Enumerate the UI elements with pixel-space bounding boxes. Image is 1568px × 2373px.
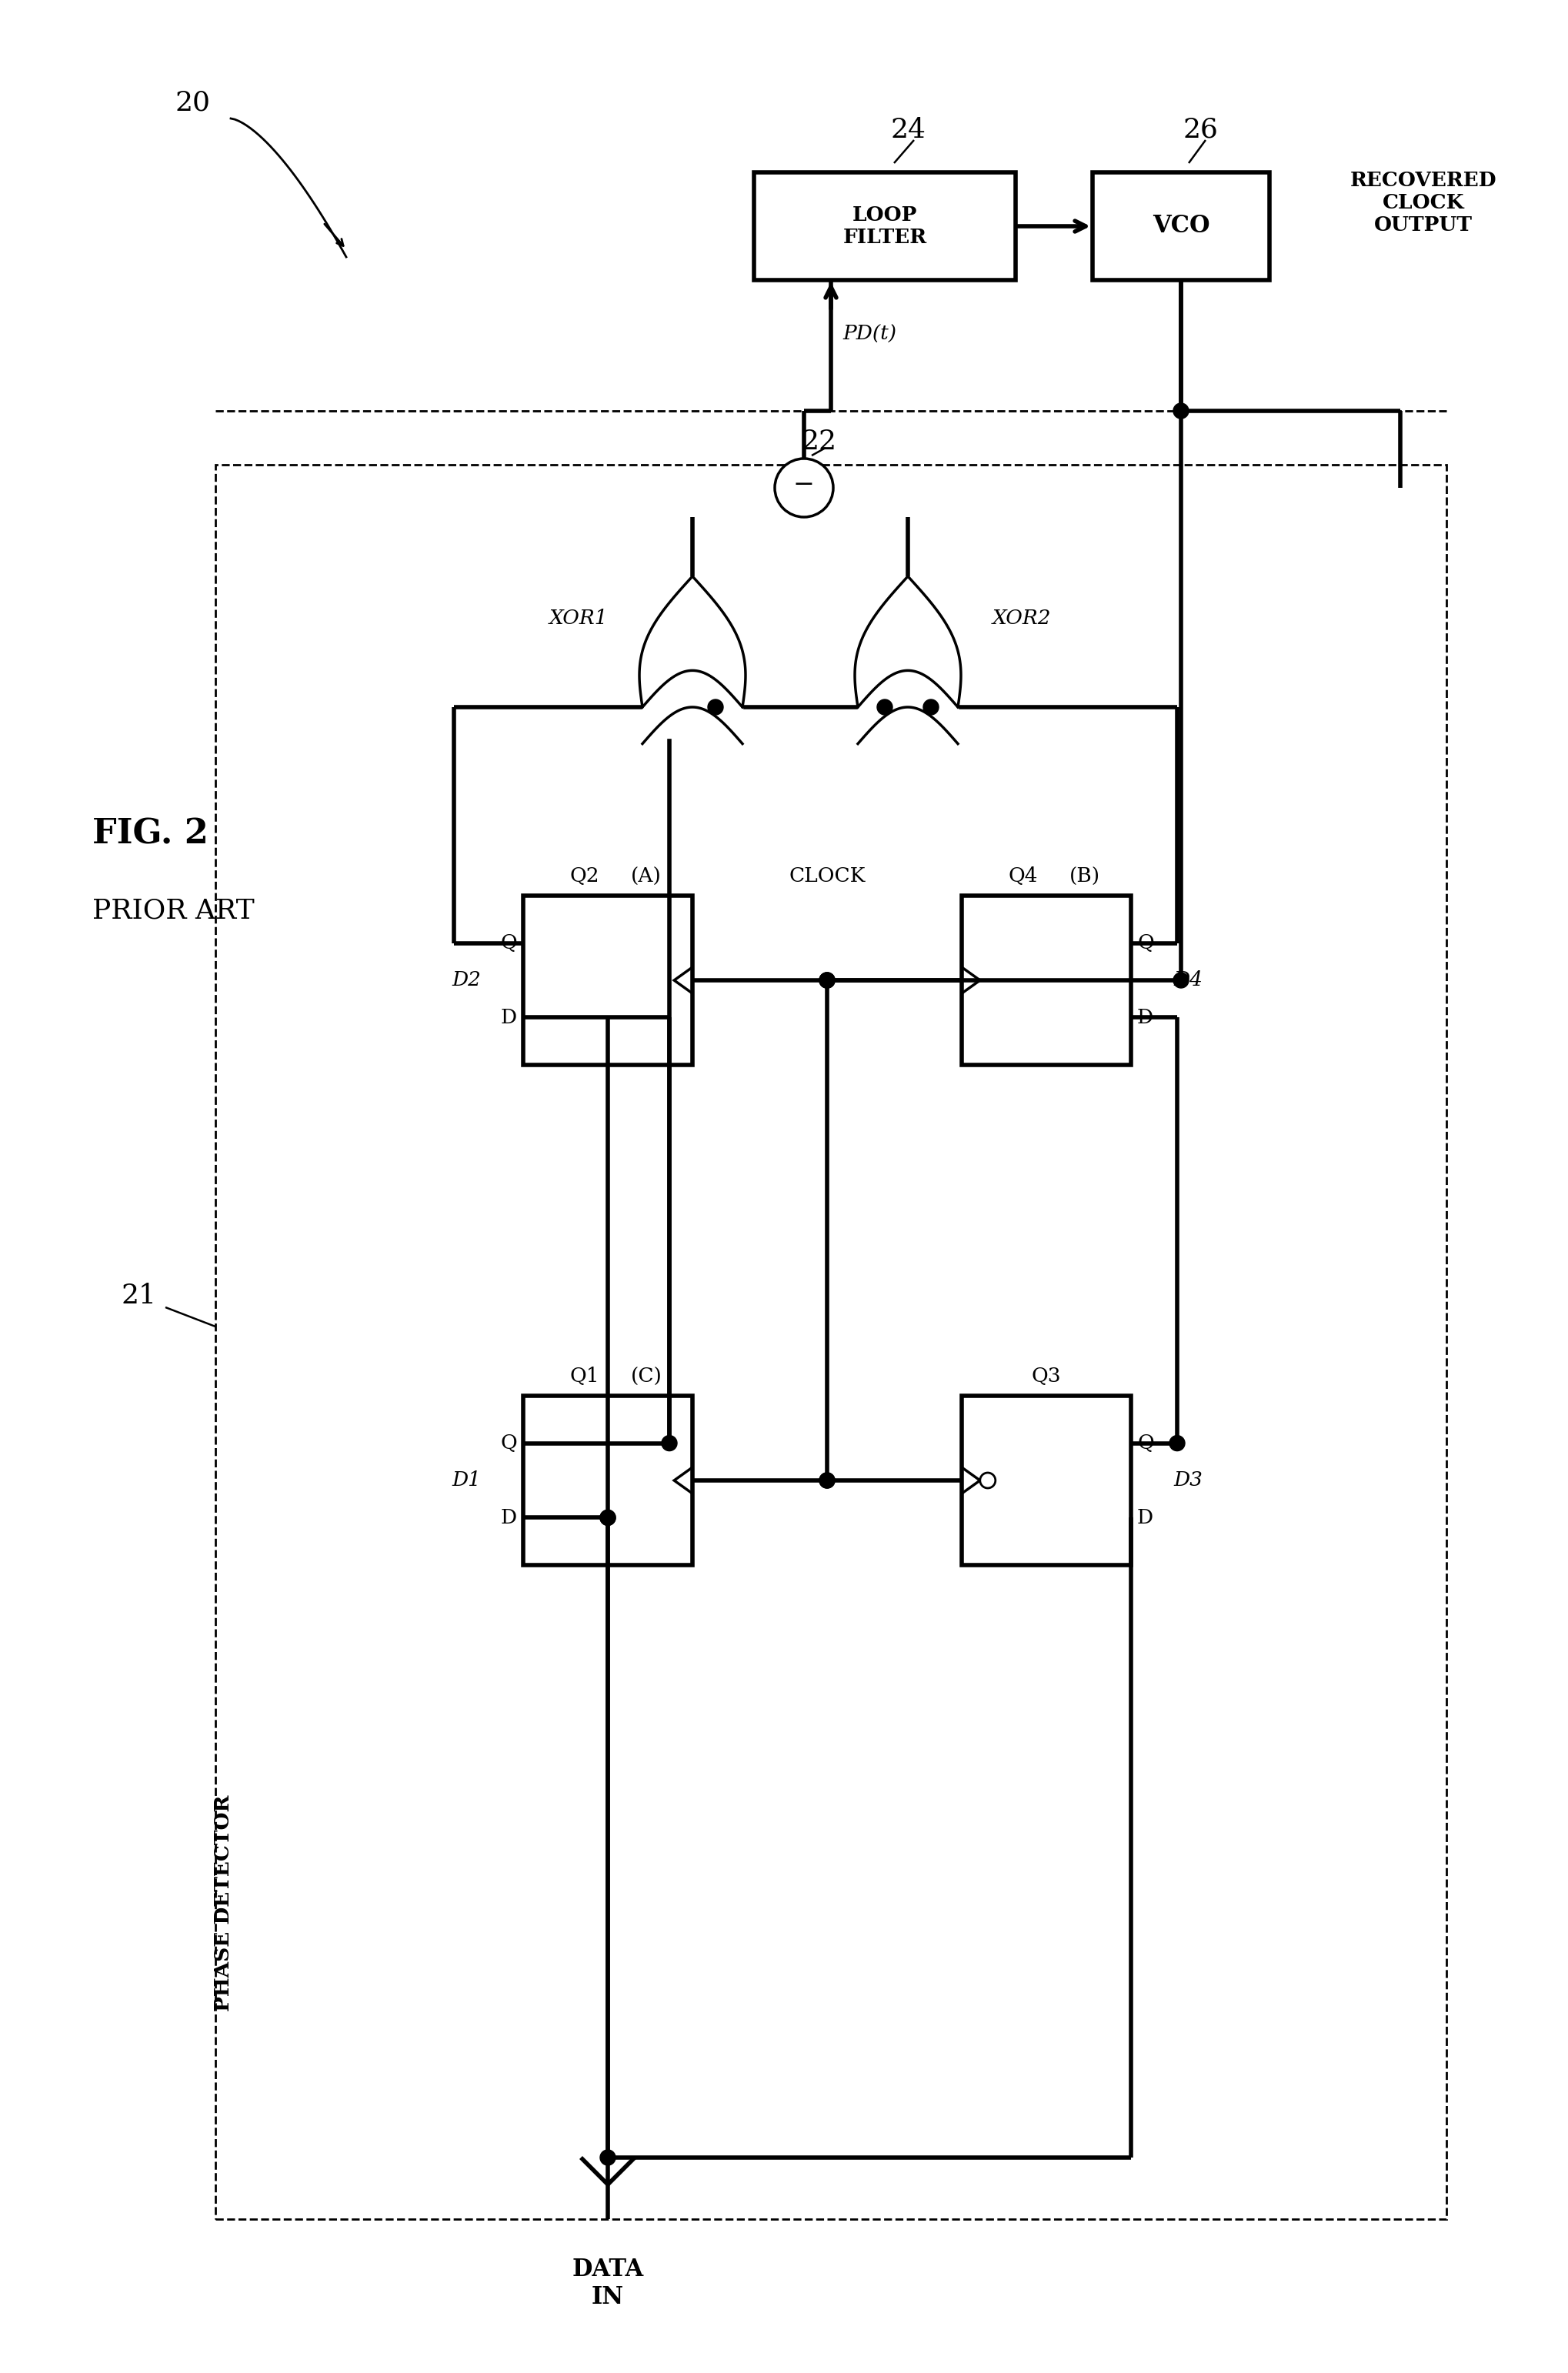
Bar — [961, 895, 1131, 1065]
Text: LOOP
FILTER: LOOP FILTER — [844, 206, 927, 247]
Text: 21: 21 — [121, 1284, 157, 1310]
Circle shape — [924, 700, 939, 714]
Text: Q3: Q3 — [1032, 1367, 1062, 1386]
Text: D4: D4 — [1173, 971, 1203, 990]
Circle shape — [980, 1474, 996, 1488]
Text: Q: Q — [500, 1433, 517, 1452]
Bar — [215, 465, 1446, 2219]
Polygon shape — [855, 577, 961, 707]
Text: D: D — [1137, 1009, 1154, 1028]
Bar — [1093, 173, 1270, 280]
Bar — [754, 173, 1016, 280]
Circle shape — [601, 2150, 616, 2164]
Text: (B): (B) — [1069, 866, 1101, 885]
Text: Q: Q — [1137, 1433, 1154, 1452]
Text: PD(t): PD(t) — [842, 325, 897, 344]
Text: CLOCK: CLOCK — [789, 866, 866, 885]
Text: −: − — [793, 472, 815, 496]
Circle shape — [820, 973, 834, 987]
Text: XOR1: XOR1 — [549, 610, 608, 629]
Circle shape — [662, 1436, 677, 1450]
Circle shape — [877, 700, 892, 714]
Text: RECOVERED
CLOCK
OUTPUT: RECOVERED CLOCK OUTPUT — [1350, 171, 1497, 235]
Text: 26: 26 — [1182, 116, 1218, 142]
Circle shape — [820, 973, 834, 987]
Text: (A): (A) — [630, 866, 662, 885]
Text: D3: D3 — [1173, 1471, 1203, 1490]
Text: D2: D2 — [452, 971, 481, 990]
Text: 22: 22 — [801, 430, 837, 456]
Text: 20: 20 — [174, 90, 210, 116]
Circle shape — [820, 1474, 834, 1488]
Text: Q: Q — [500, 933, 517, 952]
Text: PHASE DETECTOR: PHASE DETECTOR — [213, 1794, 232, 2012]
Text: D: D — [500, 1509, 517, 1528]
Text: D: D — [1137, 1509, 1154, 1528]
Circle shape — [1173, 973, 1189, 987]
Text: Q2: Q2 — [569, 866, 599, 885]
Text: FIG. 2: FIG. 2 — [93, 819, 209, 850]
Circle shape — [1170, 1436, 1185, 1450]
Bar — [961, 1395, 1131, 1566]
Bar — [524, 1395, 693, 1566]
Circle shape — [707, 700, 723, 714]
Polygon shape — [640, 577, 745, 707]
Text: XOR2: XOR2 — [993, 610, 1052, 629]
Text: DATA
IN: DATA IN — [572, 2257, 643, 2309]
Circle shape — [775, 458, 833, 517]
Text: VCO: VCO — [1152, 214, 1209, 237]
Text: Q1: Q1 — [569, 1367, 599, 1386]
Text: (C): (C) — [630, 1367, 662, 1386]
Circle shape — [601, 1509, 616, 1526]
Circle shape — [820, 1474, 834, 1488]
Text: D1: D1 — [452, 1471, 481, 1490]
Text: Q4: Q4 — [1008, 866, 1038, 885]
Circle shape — [820, 973, 834, 987]
Circle shape — [1173, 403, 1189, 418]
Circle shape — [601, 1509, 616, 1526]
Bar — [524, 895, 693, 1065]
Text: PRIOR ART: PRIOR ART — [93, 897, 254, 923]
Text: 24: 24 — [891, 116, 925, 142]
Text: Q: Q — [1137, 933, 1154, 952]
Text: D: D — [500, 1009, 517, 1028]
